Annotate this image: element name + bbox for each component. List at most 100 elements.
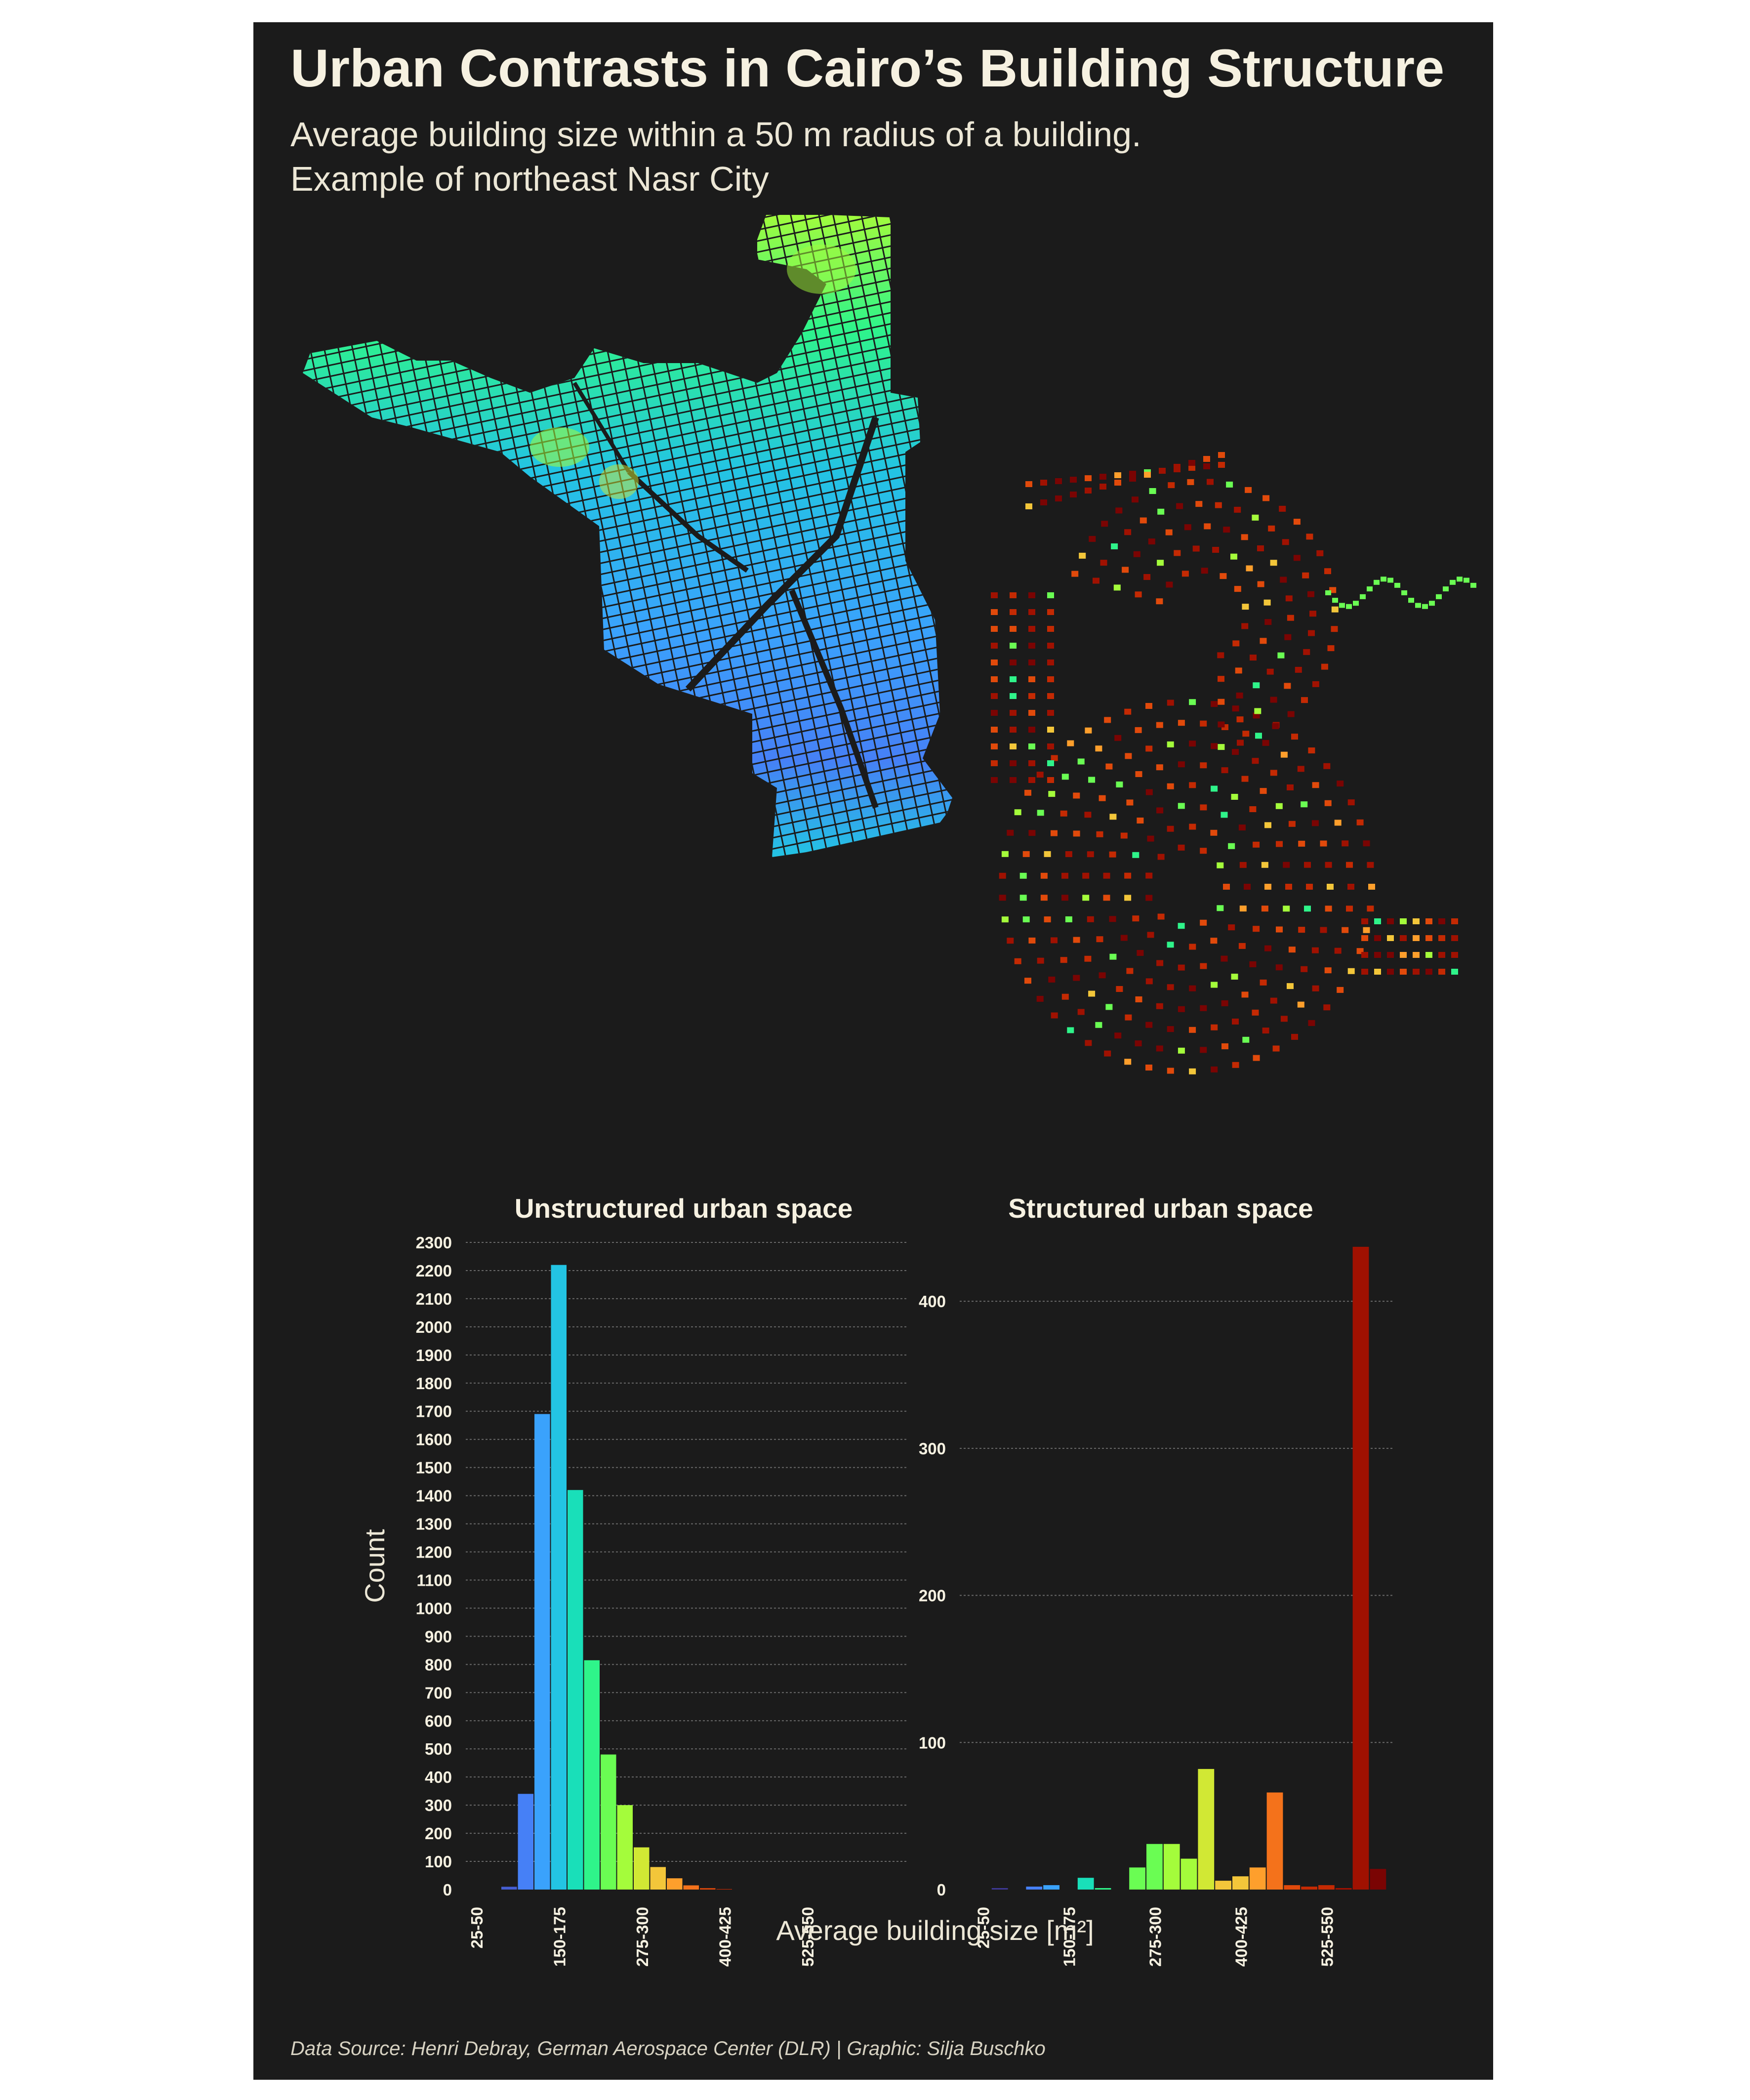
building-marker xyxy=(1001,851,1009,857)
building-marker xyxy=(1241,776,1249,782)
building-marker xyxy=(1306,534,1313,540)
building-marker xyxy=(1071,571,1079,577)
building-marker xyxy=(1346,906,1353,912)
building-marker xyxy=(1040,872,1048,879)
building-marker xyxy=(1387,577,1393,583)
building-marker xyxy=(1010,777,1017,783)
building-marker xyxy=(1048,791,1056,797)
building-marker xyxy=(1287,784,1294,790)
building-marker xyxy=(1342,927,1349,933)
building-marker xyxy=(1262,740,1269,746)
building-marker xyxy=(1387,952,1394,958)
building-marker xyxy=(1060,957,1067,963)
building-marker xyxy=(1100,560,1107,566)
building-marker xyxy=(1156,598,1163,605)
building-marker xyxy=(1346,604,1352,609)
y-tick-label: 1100 xyxy=(416,1571,452,1589)
building-marker xyxy=(1252,514,1259,521)
building-marker xyxy=(1088,990,1096,997)
x-tick-label: 275-300 xyxy=(1146,1907,1164,1967)
y-tick-label: 1500 xyxy=(416,1459,452,1477)
building-marker xyxy=(1174,464,1180,470)
y-tick-label: 400 xyxy=(425,1768,452,1786)
building-marker xyxy=(1320,927,1327,933)
building-marker xyxy=(1312,985,1319,991)
building-marker xyxy=(1037,957,1044,964)
building-marker xyxy=(1028,693,1035,699)
building-marker xyxy=(1234,506,1241,513)
building-marker xyxy=(1425,969,1432,975)
x-tick-label: 150-175 xyxy=(1060,1907,1078,1967)
x-tick-label: 275-300 xyxy=(633,1907,651,1967)
building-marker xyxy=(1270,697,1277,703)
building-marker xyxy=(1085,1040,1092,1046)
building-marker xyxy=(1084,812,1092,818)
x-tick-label: 150-175 xyxy=(550,1907,569,1967)
building-marker xyxy=(1124,708,1132,715)
building-marker xyxy=(1422,604,1428,609)
y-tick-label: 400 xyxy=(919,1292,946,1311)
structured-chart-title: Structured urban space xyxy=(1008,1193,1313,1224)
building-marker xyxy=(1266,668,1274,675)
y-tick-label: 2200 xyxy=(416,1262,452,1280)
histogram-bar xyxy=(650,1867,666,1890)
histogram-bar xyxy=(584,1660,600,1890)
y-tick-label: 100 xyxy=(425,1853,452,1871)
building-marker xyxy=(1280,751,1288,758)
histogram-bar xyxy=(1026,1887,1043,1890)
building-marker xyxy=(1124,529,1132,535)
y-tick-label: 500 xyxy=(425,1740,452,1758)
building-marker xyxy=(1438,952,1445,958)
building-marker xyxy=(1381,576,1386,582)
building-marker xyxy=(1176,503,1183,509)
building-marker xyxy=(1237,740,1244,746)
building-marker xyxy=(1109,953,1117,960)
building-marker xyxy=(1253,926,1260,932)
histogram-charts: Unstructured urban space Count 0 100 200 30… xyxy=(359,1193,1394,1967)
building-marker xyxy=(1195,501,1203,507)
building-marker xyxy=(1103,872,1110,879)
building-marker xyxy=(1115,507,1123,514)
building-marker xyxy=(1203,463,1210,469)
x-tick-label: 25-50 xyxy=(468,1907,486,1948)
building-marker xyxy=(1010,760,1017,766)
building-marker xyxy=(1363,840,1370,847)
building-marker xyxy=(1129,476,1136,482)
y-tick-label: 900 xyxy=(425,1627,452,1646)
building-marker xyxy=(1156,807,1164,814)
building-marker xyxy=(1260,638,1267,644)
building-marker xyxy=(1077,1009,1085,1015)
building-marker xyxy=(1137,950,1144,956)
building-marker xyxy=(1374,952,1381,958)
building-marker xyxy=(1215,502,1222,508)
building-marker xyxy=(1010,643,1017,649)
building-marker xyxy=(991,659,998,665)
building-marker xyxy=(1028,760,1035,766)
building-marker xyxy=(1145,895,1153,901)
histogram-bar xyxy=(1335,1888,1352,1890)
building-marker xyxy=(1028,676,1035,682)
building-marker xyxy=(1230,553,1237,560)
building-marker xyxy=(1221,955,1228,962)
building-marker xyxy=(1337,781,1344,787)
building-marker xyxy=(1250,655,1257,661)
building-marker xyxy=(1285,595,1293,602)
building-marker xyxy=(1060,810,1067,817)
building-marker xyxy=(1232,640,1240,647)
building-marker xyxy=(1168,482,1175,489)
building-marker xyxy=(1187,479,1194,485)
building-marker xyxy=(1356,819,1364,825)
building-marker xyxy=(1276,926,1283,933)
building-marker xyxy=(1223,884,1230,890)
building-marker xyxy=(1145,978,1153,985)
y-tick-label: 300 xyxy=(919,1440,946,1458)
building-marker xyxy=(1145,872,1153,879)
building-marker xyxy=(1200,848,1207,854)
building-marker xyxy=(1451,935,1458,941)
building-marker xyxy=(1104,1050,1111,1057)
building-marker xyxy=(1037,810,1044,816)
building-marker xyxy=(1047,643,1054,649)
building-marker xyxy=(1120,832,1128,839)
building-marker xyxy=(1061,895,1068,901)
building-marker xyxy=(1096,936,1103,943)
